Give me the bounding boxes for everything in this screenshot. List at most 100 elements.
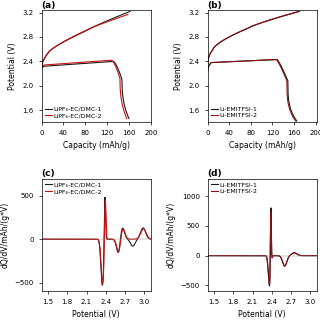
LiPF₆-EC/DMC-1 — [128, 240, 132, 244]
Li-EMITFSI-2 — [269, 210, 273, 214]
LiPF₆-EC/DMC-2 — [93, 60, 97, 63]
LiPF₆-EC/DMC-2 — [101, 59, 105, 63]
Li-EMITFSI-1 — [241, 59, 245, 63]
LiPF₆-EC/DMC-2 — [152, 237, 156, 241]
LiPF₆-EC/DMC-2 — [109, 58, 113, 62]
LiPF₆-EC/DMC-1 — [103, 195, 107, 199]
Text: (d): (d) — [208, 170, 222, 179]
Legend: Li-EMITFSI-1, Li-EMITFSI-2: Li-EMITFSI-1, Li-EMITFSI-2 — [211, 182, 258, 195]
Li-EMITFSI-2 — [256, 254, 260, 258]
LiPF₆-EC/DMC-2 — [73, 61, 77, 65]
Legend: LiPF₆-EC/DMC-1, LiPF₆-EC/DMC-2: LiPF₆-EC/DMC-1, LiPF₆-EC/DMC-2 — [45, 106, 103, 119]
LiPF₆-EC/DMC-1 — [50, 64, 54, 68]
LiPF₆-EC/DMC-1 — [42, 237, 46, 241]
LiPF₆-EC/DMC-2 — [101, 59, 105, 63]
Text: (a): (a) — [42, 1, 56, 10]
LiPF₆-EC/DMC-2 — [93, 237, 97, 241]
Legend: LiPF₆-EC/DMC-1, LiPF₆-EC/DMC-2: LiPF₆-EC/DMC-1, LiPF₆-EC/DMC-2 — [45, 182, 103, 195]
LiPF₆-EC/DMC-2 — [125, 117, 129, 121]
Line: Li-EMITFSI-1: Li-EMITFSI-1 — [208, 60, 297, 121]
Y-axis label: Potential (V): Potential (V) — [174, 42, 183, 90]
Li-EMITFSI-2 — [294, 119, 298, 123]
LiPF₆-EC/DMC-2 — [42, 237, 46, 241]
Li-EMITFSI-1 — [294, 251, 298, 255]
LiPF₆-EC/DMC-1 — [111, 60, 115, 63]
LiPF₆-EC/DMC-1 — [127, 117, 131, 121]
Li-EMITFSI-1 — [275, 58, 279, 61]
Line: Li-EMITFSI-2: Li-EMITFSI-2 — [208, 60, 296, 121]
Text: (c): (c) — [42, 170, 55, 179]
Li-EMITFSI-1 — [203, 254, 206, 258]
Line: LiPF₆-EC/DMC-2: LiPF₆-EC/DMC-2 — [42, 60, 127, 119]
X-axis label: Potential (V): Potential (V) — [72, 310, 120, 319]
LiPF₆-EC/DMC-2 — [103, 198, 107, 202]
Line: LiPF₆-EC/DMC-2: LiPF₆-EC/DMC-2 — [38, 200, 154, 283]
Li-EMITFSI-1 — [208, 254, 212, 258]
Li-EMITFSI-2 — [259, 254, 262, 258]
Li-EMITFSI-1 — [269, 206, 273, 210]
Li-EMITFSI-1 — [256, 254, 260, 258]
Li-EMITFSI-1 — [216, 60, 220, 64]
Y-axis label: dQ/dV/mAh/(g*V): dQ/dV/mAh/(g*V) — [0, 202, 9, 268]
LiPF₆-EC/DMC-1 — [100, 283, 104, 287]
LiPF₆-EC/DMC-1 — [152, 237, 156, 241]
Li-EMITFSI-2 — [270, 58, 274, 62]
Li-EMITFSI-1 — [259, 254, 262, 258]
LiPF₆-EC/DMC-1 — [149, 237, 153, 241]
LiPF₆-EC/DMC-2 — [101, 281, 105, 285]
Li-EMITFSI-2 — [234, 60, 238, 63]
Line: Li-EMITFSI-2: Li-EMITFSI-2 — [204, 212, 320, 285]
Li-EMITFSI-2 — [315, 254, 319, 258]
Y-axis label: dQ/dV/mAh/(g*V): dQ/dV/mAh/(g*V) — [166, 202, 175, 268]
Li-EMITFSI-2 — [269, 58, 273, 62]
Li-EMITFSI-1 — [295, 119, 299, 123]
Li-EMITFSI-1 — [270, 58, 274, 62]
Li-EMITFSI-2 — [203, 254, 206, 258]
Li-EMITFSI-1 — [206, 69, 210, 73]
LiPF₆-EC/DMC-1 — [95, 60, 99, 64]
Li-EMITFSI-1 — [270, 58, 274, 62]
LiPF₆-EC/DMC-1 — [74, 62, 78, 66]
LiPF₆-EC/DMC-1 — [149, 237, 153, 241]
LiPF₆-EC/DMC-1 — [90, 237, 93, 241]
Li-EMITFSI-1 — [318, 254, 320, 258]
LiPF₆-EC/DMC-2 — [36, 237, 40, 241]
Li-EMITFSI-2 — [261, 58, 265, 62]
Li-EMITFSI-2 — [208, 254, 212, 258]
Li-EMITFSI-2 — [206, 69, 210, 73]
LiPF₆-EC/DMC-1 — [103, 60, 107, 64]
LiPF₆-EC/DMC-2 — [68, 61, 71, 65]
X-axis label: Capacity (mAh/g): Capacity (mAh/g) — [63, 141, 130, 150]
Li-EMITFSI-1 — [268, 284, 271, 288]
Li-EMITFSI-1 — [315, 254, 319, 258]
LiPF₆-EC/DMC-1 — [103, 60, 107, 64]
Li-EMITFSI-2 — [274, 58, 278, 61]
Li-EMITFSI-1 — [235, 60, 239, 63]
Legend: Li-EMITFSI-1, Li-EMITFSI-2: Li-EMITFSI-1, Li-EMITFSI-2 — [211, 106, 258, 119]
Li-EMITFSI-2 — [318, 254, 320, 258]
X-axis label: Capacity (mAh/g): Capacity (mAh/g) — [229, 141, 296, 150]
Li-EMITFSI-1 — [262, 58, 266, 62]
Y-axis label: Potential (V): Potential (V) — [8, 42, 17, 90]
Li-EMITFSI-2 — [241, 59, 244, 63]
Li-EMITFSI-2 — [216, 60, 220, 64]
LiPF₆-EC/DMC-2 — [90, 237, 93, 241]
Li-EMITFSI-2 — [268, 283, 271, 287]
Line: LiPF₆-EC/DMC-1: LiPF₆-EC/DMC-1 — [42, 61, 129, 119]
Line: LiPF₆-EC/DMC-1: LiPF₆-EC/DMC-1 — [38, 197, 154, 285]
LiPF₆-EC/DMC-1 — [40, 67, 44, 71]
Li-EMITFSI-2 — [315, 254, 319, 258]
Line: Li-EMITFSI-1: Li-EMITFSI-1 — [204, 208, 320, 286]
Li-EMITFSI-1 — [315, 254, 319, 258]
Text: (b): (b) — [208, 1, 222, 10]
LiPF₆-EC/DMC-2 — [149, 237, 153, 241]
X-axis label: Potential (V): Potential (V) — [238, 310, 286, 319]
LiPF₆-EC/DMC-2 — [50, 62, 54, 66]
LiPF₆-EC/DMC-2 — [40, 66, 44, 69]
LiPF₆-EC/DMC-2 — [149, 237, 153, 241]
LiPF₆-EC/DMC-1 — [36, 237, 40, 241]
LiPF₆-EC/DMC-1 — [68, 62, 72, 66]
LiPF₆-EC/DMC-2 — [128, 237, 132, 241]
Li-EMITFSI-2 — [294, 251, 298, 255]
LiPF₆-EC/DMC-1 — [93, 237, 97, 241]
